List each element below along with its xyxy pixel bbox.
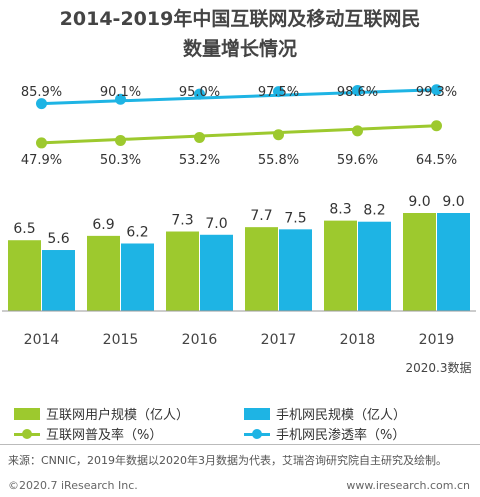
bar-mobile-users-2016 — [200, 234, 233, 311]
bar-label-internet-users-2016: 7.3 — [171, 213, 193, 229]
point-internet-penetration-2015 — [115, 134, 126, 146]
x-tick-2015: 2015 — [103, 332, 139, 348]
line-internet-penetration — [41, 124, 437, 145]
point-label-mobile-penetration-2017: 97.5% — [258, 85, 299, 100]
point-mobile-penetration-2019 — [431, 84, 442, 96]
chart-title-line-2: 数量增长情况 — [182, 38, 297, 60]
point-label-internet-penetration-2019: 64.5% — [416, 153, 457, 168]
bar-label-internet-users-2019: 9.0 — [408, 194, 430, 210]
legend-item-internet-penetration: 互联网普及率（%） — [14, 424, 162, 443]
point-label-internet-penetration-2014: 47.9% — [21, 153, 62, 168]
legend-label-mobile-penetration: 手机网民渗透率（%） — [276, 428, 406, 443]
legend-swatch-mobile-users — [244, 407, 270, 420]
point-internet-penetration-2019 — [431, 120, 442, 132]
footer-divider — [0, 444, 480, 445]
legend-item-internet-users: 互联网用户规模（亿人） — [14, 404, 189, 423]
legend-label-internet-penetration: 互联网普及率（%） — [46, 428, 163, 443]
bar-internet-users-2014 — [8, 240, 41, 311]
bar-label-mobile-users-2014: 5.6 — [47, 231, 69, 247]
bar-mobile-users-2015 — [121, 243, 154, 311]
chart-plot: 6.5 6.9 7.3 7.7 8.3 9.0 5.6 6.2 7.0 7.5 8.2 9.0 2014… — [2, 84, 476, 375]
legend-swatch-internet-penetration — [14, 428, 40, 440]
point-label-internet-penetration-2018: 59.6% — [337, 153, 378, 168]
bar-mobile-users-2014 — [42, 250, 75, 311]
bar-label-mobile-users-2015: 6.2 — [126, 224, 148, 240]
bar-mobile-users-2018 — [358, 221, 391, 311]
x-tick-2018: 2018 — [340, 332, 376, 348]
chart-title: 2014-2019年中国互联网及移动互联网民 数量增长情况 — [0, 4, 480, 64]
bar-label-internet-users-2018: 8.3 — [329, 202, 351, 218]
point-label-internet-penetration-2017: 55.8% — [258, 153, 299, 168]
x-tick-2017: 2017 — [261, 332, 297, 348]
bar-label-internet-users-2017: 7.7 — [250, 208, 272, 224]
bar-label-mobile-users-2016: 7.0 — [205, 216, 227, 232]
line-mobile-penetration — [41, 88, 437, 106]
bar-label-internet-users-2015: 6.9 — [92, 217, 114, 233]
x-tick-2016: 2016 — [182, 332, 218, 348]
point-label-internet-penetration-2015: 50.3% — [100, 153, 141, 168]
bar-label-mobile-users-2017: 7.5 — [284, 210, 306, 226]
website: www.iresearch.com.cn — [346, 479, 470, 492]
point-mobile-penetration-2015 — [115, 93, 126, 105]
chart-title-line-1: 2014-2019年中国互联网及移动互联网民 — [59, 8, 421, 30]
point-internet-penetration-2014 — [36, 137, 47, 149]
x-tick-note: 2020.3数据 — [406, 360, 472, 375]
bar-internet-users-2015 — [87, 235, 120, 311]
bar-label-mobile-users-2018: 8.2 — [363, 203, 385, 219]
legend-label-internet-users: 互联网用户规模（亿人） — [46, 408, 190, 423]
bar-internet-users-2019 — [403, 213, 436, 311]
source-note: 来源：CNNIC，2019年数据以2020年3月数据为代表，艾瑞咨询研究院自主研… — [8, 454, 448, 467]
bar-internet-users-2017 — [245, 227, 278, 311]
bar-mobile-users-2017 — [279, 229, 312, 311]
legend-swatch-mobile-penetration — [244, 428, 270, 440]
point-mobile-penetration-2017 — [273, 86, 284, 98]
legend-item-mobile-penetration: 手机网民渗透率（%） — [244, 424, 405, 443]
point-label-mobile-penetration-2019: 99.3% — [416, 85, 457, 100]
bar-internet-users-2018 — [324, 220, 357, 311]
point-label-mobile-penetration-2014: 85.9% — [21, 85, 62, 100]
legend-swatch-internet-users — [14, 407, 40, 420]
bar-label-mobile-users-2019: 9.0 — [442, 194, 464, 210]
point-internet-penetration-2018 — [352, 125, 363, 137]
legend-item-mobile-users: 手机网民规模（亿人） — [244, 404, 406, 423]
bar-mobile-users-2019 — [437, 213, 470, 311]
point-label-internet-penetration-2016: 53.2% — [179, 153, 220, 168]
point-internet-penetration-2017 — [273, 129, 284, 141]
point-internet-penetration-2016 — [194, 131, 205, 143]
point-label-mobile-penetration-2018: 98.6% — [337, 85, 378, 100]
x-tick-2019: 2019 — [419, 332, 455, 348]
point-mobile-penetration-2014 — [36, 98, 47, 110]
copyright: ©2020.7 iResearch Inc. — [8, 479, 138, 492]
point-mobile-penetration-2018 — [352, 84, 363, 96]
legend-label-mobile-users: 手机网民规模（亿人） — [276, 408, 407, 423]
point-mobile-penetration-2016 — [194, 88, 205, 100]
point-label-mobile-penetration-2015: 90.1% — [100, 85, 141, 100]
x-tick-2014: 2014 — [24, 332, 60, 348]
bar-internet-users-2016 — [166, 231, 199, 311]
bar-label-internet-users-2014: 6.5 — [13, 221, 35, 237]
point-label-mobile-penetration-2016: 95.0% — [179, 85, 220, 100]
